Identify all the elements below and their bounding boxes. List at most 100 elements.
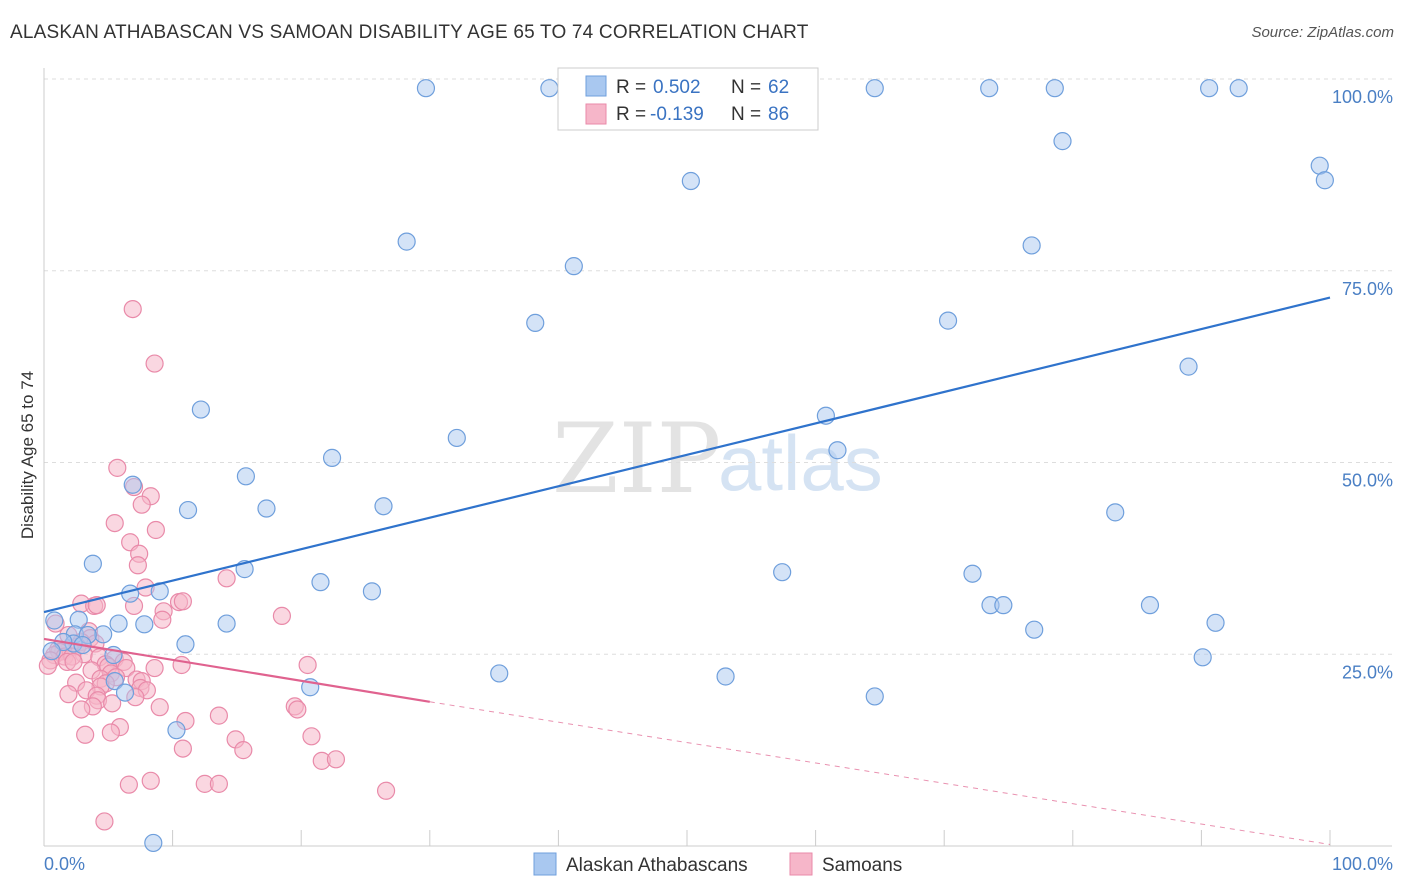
- samoans-point: [150, 698, 169, 717]
- alaskan-athabascans-point: [176, 635, 195, 654]
- alaskan-athabascans-point: [994, 596, 1013, 615]
- alaskan-athabascans-point: [178, 500, 198, 520]
- x-tick-label-min: 0.0%: [44, 854, 85, 874]
- samoans-point: [209, 706, 228, 725]
- alaskan-athabascans-point: [374, 497, 393, 516]
- samoans-point: [76, 725, 95, 744]
- y-tick-label-100: 100.0%: [1332, 87, 1393, 107]
- alaskan-athabascans-point: [490, 664, 509, 683]
- samoans-trend-line-extrapolated: [429, 701, 1331, 845]
- legend-blue-n-value: 62: [768, 77, 789, 98]
- alaskan-athabascans-point: [938, 311, 958, 330]
- series-legend-pink-swatch: [789, 852, 813, 876]
- alaskan-athabascans-point: [526, 313, 545, 333]
- legend-blue-r-label: R =: [616, 77, 646, 98]
- alaskan-athabascans-point: [257, 499, 276, 518]
- alaskan-athabascans-point: [1053, 132, 1072, 151]
- alaskan-athabascans-trend-line: [43, 296, 1331, 614]
- samoans-point: [217, 569, 236, 588]
- series-legend-blue-label: Alaskan Athabascans: [566, 855, 748, 876]
- y-tick-label-50: 50.0%: [1342, 471, 1393, 491]
- alaskan-athabascans-point: [1025, 620, 1044, 639]
- samoans-point: [153, 610, 172, 629]
- samoans-point: [146, 520, 165, 540]
- legend-pink-r-label: R =: [616, 104, 646, 125]
- y-tick-label-75: 75.0%: [1342, 279, 1393, 299]
- alaskan-athabascans-point: [362, 582, 382, 601]
- alaskan-athabascans-point: [42, 642, 61, 661]
- legend-pink-swatch: [585, 103, 607, 125]
- alaskan-athabascans-point: [540, 79, 559, 98]
- alaskan-athabascans-point: [167, 721, 186, 740]
- samoans-point: [103, 694, 122, 713]
- alaskan-athabascans-point: [397, 232, 416, 251]
- alaskan-athabascans-points: [42, 79, 1334, 853]
- samoans-point: [272, 606, 292, 626]
- samoans-point: [101, 723, 120, 742]
- alaskan-athabascans-point: [773, 563, 792, 582]
- samoans-point: [173, 592, 192, 611]
- legend-pink-r-value: -0.139: [650, 104, 704, 125]
- watermark-zip: ZIP: [552, 403, 721, 515]
- y-axis-label: Disability Age 65 to 74: [18, 371, 37, 539]
- alaskan-athabascans-point: [865, 687, 884, 706]
- legend-blue-n-label: N =: [731, 77, 761, 98]
- alaskan-athabascans-point: [83, 554, 102, 573]
- samoans-point: [326, 750, 346, 769]
- samoans-point: [132, 495, 151, 514]
- y-tick-label-25: 25.0%: [1342, 662, 1393, 682]
- series-legend-pink-label: Samoans: [822, 855, 902, 876]
- alaskan-athabascans-point: [1206, 613, 1225, 632]
- alaskan-athabascans-point: [123, 475, 142, 494]
- source-label: Source: ZipAtlas.com: [1251, 24, 1394, 41]
- alaskan-athabascans-point: [564, 257, 583, 276]
- samoans-point: [105, 513, 124, 533]
- alaskan-athabascans-point: [94, 625, 113, 644]
- alaskan-athabascans-point: [447, 428, 466, 448]
- samoans-point: [123, 300, 142, 319]
- alaskan-athabascans-point: [121, 584, 140, 603]
- alaskan-athabascans-point: [1200, 79, 1219, 98]
- series-legend: Alaskan Athabascans Samoans: [533, 852, 902, 876]
- alaskan-athabascans-point: [1106, 503, 1125, 522]
- alaskan-athabascans-point: [416, 79, 436, 98]
- legend-pink-n-value: 86: [768, 104, 789, 125]
- alaskan-athabascans-point: [144, 833, 163, 853]
- series-legend-blue-swatch: [533, 852, 557, 876]
- samoans-point: [64, 652, 83, 672]
- alaskan-athabascans-point: [1193, 648, 1212, 667]
- alaskan-athabascans-point: [1022, 236, 1041, 255]
- samoans-point: [145, 354, 164, 373]
- legend-blue-r-value: 0.502: [653, 77, 701, 98]
- x-tick-labels: 0.0% 100.0%: [44, 854, 1393, 874]
- stats-legend: R = 0.502 N = 62 R = -0.139 N = 86: [557, 67, 819, 131]
- samoans-point: [288, 700, 307, 719]
- samoans-point: [145, 658, 164, 678]
- alaskan-athabascans-point: [105, 671, 124, 691]
- alaskan-athabascans-point: [1045, 79, 1064, 98]
- alaskan-athabascans-point: [828, 441, 847, 460]
- samoans-point: [95, 812, 114, 831]
- legend-blue-swatch: [585, 75, 607, 97]
- samoans-point: [172, 655, 191, 675]
- x-tick-label-max: 100.0%: [1332, 854, 1393, 874]
- alaskan-athabascans-point: [1179, 357, 1198, 376]
- alaskan-athabascans-point: [716, 667, 735, 686]
- samoans-point: [234, 741, 253, 760]
- samoans-trend-line: [43, 637, 430, 703]
- alaskan-athabascans-point: [236, 467, 256, 486]
- alaskan-athabascans-point: [109, 614, 128, 633]
- samoans-point: [209, 774, 228, 793]
- legend-pink-n-label: N =: [731, 104, 761, 125]
- alaskan-athabascans-point: [311, 573, 330, 592]
- y-tick-labels: 25.0% 50.0% 75.0% 100.0%: [1332, 87, 1393, 682]
- samoans-point: [59, 685, 78, 704]
- alaskan-athabascans-point: [135, 615, 154, 634]
- chart-title: ALASKAN ATHABASCAN VS SAMOAN DISABILITY …: [10, 22, 809, 43]
- samoans-point: [173, 739, 192, 758]
- samoans-point: [72, 700, 91, 719]
- samoans-point: [128, 556, 147, 575]
- alaskan-athabascans-point: [115, 683, 135, 702]
- alaskan-athabascans-point: [1140, 596, 1160, 615]
